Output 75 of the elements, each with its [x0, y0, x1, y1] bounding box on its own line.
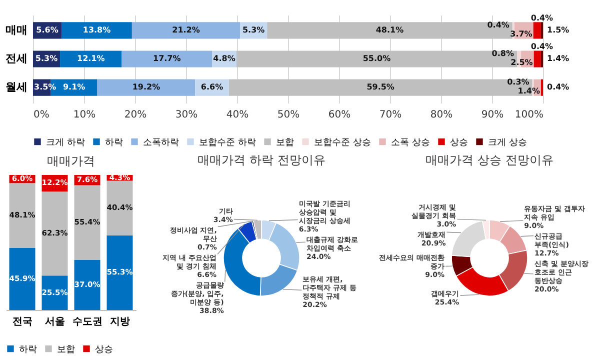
data-label: 0.8%: [492, 49, 514, 58]
y-tick-label: 전세: [6, 52, 28, 65]
data-label: 0.4%: [487, 20, 510, 30]
bar: [97, 79, 196, 96]
data-label: 0.3%: [507, 78, 530, 87]
legend-label: 하락: [105, 138, 123, 148]
data-label: 1.4%: [518, 86, 540, 96]
bar: [42, 276, 68, 310]
legend-label: 하락: [19, 344, 37, 355]
legend-label: 크게 하락: [46, 138, 85, 148]
data-label: 13.8%: [82, 25, 111, 34]
chart-title: 매매가격 상승 전망이유: [426, 153, 554, 167]
x-tick-label: 0%: [34, 110, 50, 120]
bar: [42, 191, 68, 276]
data-label: 48.1%: [376, 25, 404, 34]
x-tick-label: 전국: [12, 316, 32, 328]
x-tick-label: 100%: [514, 110, 544, 120]
data-label: 17.7%: [152, 54, 181, 63]
bar: [9, 183, 36, 248]
legend-label: 소폭 상승: [391, 138, 430, 148]
data-label: 1.5%: [547, 25, 570, 34]
bar: [106, 180, 133, 236]
chart-title: 매매가격 하락 전망이유: [198, 153, 326, 167]
bar: [132, 22, 240, 39]
data-label: 5.3%: [35, 54, 58, 63]
data-label: 0.4%: [530, 42, 554, 51]
bar: [267, 22, 512, 39]
data-label: 3.7%: [510, 29, 532, 38]
x-tick-label: 30%: [175, 110, 198, 120]
data-label: 0.4%: [547, 82, 570, 92]
legend-label: 상승: [450, 138, 468, 148]
x-tick-label: 70%: [379, 110, 402, 120]
x-tick-label: 50%: [277, 110, 300, 120]
legend-label: 보합: [276, 138, 294, 148]
legend-label: 보합: [57, 344, 75, 355]
x-tick-label: 20%: [124, 110, 147, 120]
bar: [74, 185, 100, 260]
data-label: 21.2%: [172, 25, 200, 34]
x-tick-label: 90%: [481, 110, 504, 120]
bar: [74, 260, 100, 310]
y-tick-label: 매매: [6, 23, 28, 36]
bar: [60, 50, 122, 68]
y-tick-label: 월세: [6, 80, 28, 94]
legend-label: 크게 상승: [488, 138, 527, 148]
x-tick-label: 10%: [73, 110, 96, 120]
data-label: 59.5%: [366, 82, 394, 92]
data-label: 2.5%: [510, 58, 533, 67]
data-label: 0.4%: [530, 13, 554, 22]
x-tick-label: 서울: [44, 316, 65, 328]
bar: [106, 235, 133, 310]
legend-label: 소폭하락: [143, 138, 179, 148]
x-tick-label: 40%: [226, 110, 249, 120]
data-label: 9.1%: [62, 82, 86, 92]
data-label: 1.4%: [547, 54, 570, 63]
legend-label: 상승: [95, 344, 113, 355]
data-label: 4.8%: [213, 54, 236, 63]
data-label: 5.3%: [242, 25, 265, 34]
x-tick-label: 80%: [430, 110, 453, 120]
data-label: 12.1%: [77, 54, 105, 63]
legend-label: 보합수준 상승: [314, 138, 371, 148]
data-label: 6.6%: [200, 82, 224, 92]
bar: [9, 248, 36, 310]
bar: [534, 50, 541, 68]
bar: [122, 50, 212, 68]
x-tick-label: 지방: [110, 316, 130, 328]
data-label: 3.5%: [34, 82, 56, 92]
bar: [533, 22, 541, 39]
data-label: 55.0%: [362, 54, 391, 63]
data-label: 19.2%: [132, 82, 160, 92]
x-tick-label: 수도권: [72, 316, 102, 328]
data-label: 5.6%: [36, 25, 58, 34]
legend-label: 보합수준 하락: [199, 138, 256, 148]
chart-title: 매매가격: [47, 154, 95, 168]
bar: [62, 22, 132, 39]
x-tick-label: 60%: [328, 110, 351, 120]
